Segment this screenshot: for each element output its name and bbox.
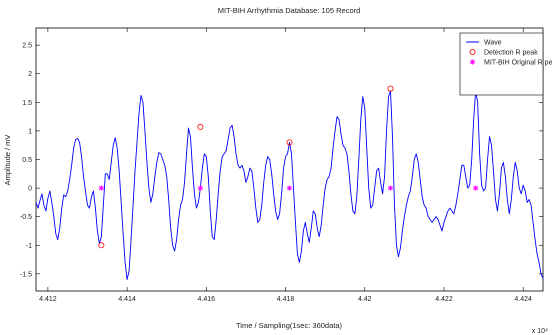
legend-entry-label: MIT-BIH Original R peak — [484, 60, 552, 67]
detection-r-peak-marker — [387, 85, 394, 92]
y-tick-label: -1 — [26, 243, 32, 250]
star-stroke — [388, 185, 393, 191]
original-r-peak-marker — [473, 185, 479, 191]
original-r-peak-marker — [286, 185, 293, 191]
detection-r-peak-marker — [98, 242, 105, 249]
original-r-peak-marker — [387, 185, 394, 191]
y-tick-label: 1.5 — [22, 100, 32, 107]
legend-entry-label: Detection R peak — [484, 50, 538, 57]
chart-title: MIT-BIH Arrhythmia Database: 105 Record — [218, 6, 361, 15]
star-stroke — [470, 59, 475, 65]
data-layer — [35, 85, 544, 281]
x-tick-label: 4.414 — [118, 296, 136, 303]
legend-entry-label: Wave — [484, 40, 502, 47]
x-tick-label: 4.42 — [358, 296, 372, 303]
y-tick-label: 2.5 — [22, 43, 32, 50]
legend-box — [459, 32, 544, 96]
legend: Wave Detection R peak MIT-BIH Original R p… — [459, 32, 552, 96]
detection-r-peak-marker — [286, 139, 293, 146]
detection-r-peak-marker — [197, 123, 204, 130]
x-tick-label: 4.412 — [39, 296, 57, 303]
star-stroke — [198, 185, 203, 191]
axis-ticks: 4.412 4.414 4.416 4.418 4.42 4.422 4.424 -1.5 -1… — [20, 28, 543, 303]
y-axis-label: Amplitude / mV — [3, 135, 12, 186]
wave-line — [35, 90, 544, 281]
y-tick-label: 0.5 — [22, 157, 32, 164]
x-axis-label: Time / Sampling(1sec: 360data) — [236, 321, 343, 330]
x-tick-label: 4.424 — [514, 296, 532, 303]
x-tick-label: 4.422 — [435, 296, 453, 303]
star-stroke — [287, 185, 292, 191]
x-tick-label: 4.416 — [198, 296, 216, 303]
x-axis-exponent: x 10⁴ — [532, 328, 548, 335]
star-stroke — [99, 185, 104, 191]
original-r-peak-marker — [197, 185, 203, 191]
star-stroke — [473, 185, 478, 191]
y-tick-label: 1 — [28, 128, 32, 135]
plot-area — [35, 27, 544, 292]
legend-original-swatch — [469, 59, 476, 65]
legend-detection-swatch — [469, 49, 476, 56]
x-tick-label: 4.418 — [277, 296, 295, 303]
y-tick-label: -1.5 — [20, 271, 32, 278]
original-r-peak-marker — [98, 185, 104, 191]
y-tick-label: 0 — [28, 186, 32, 193]
y-tick-label: -0.5 — [20, 214, 32, 221]
y-tick-label: 2 — [28, 71, 32, 78]
